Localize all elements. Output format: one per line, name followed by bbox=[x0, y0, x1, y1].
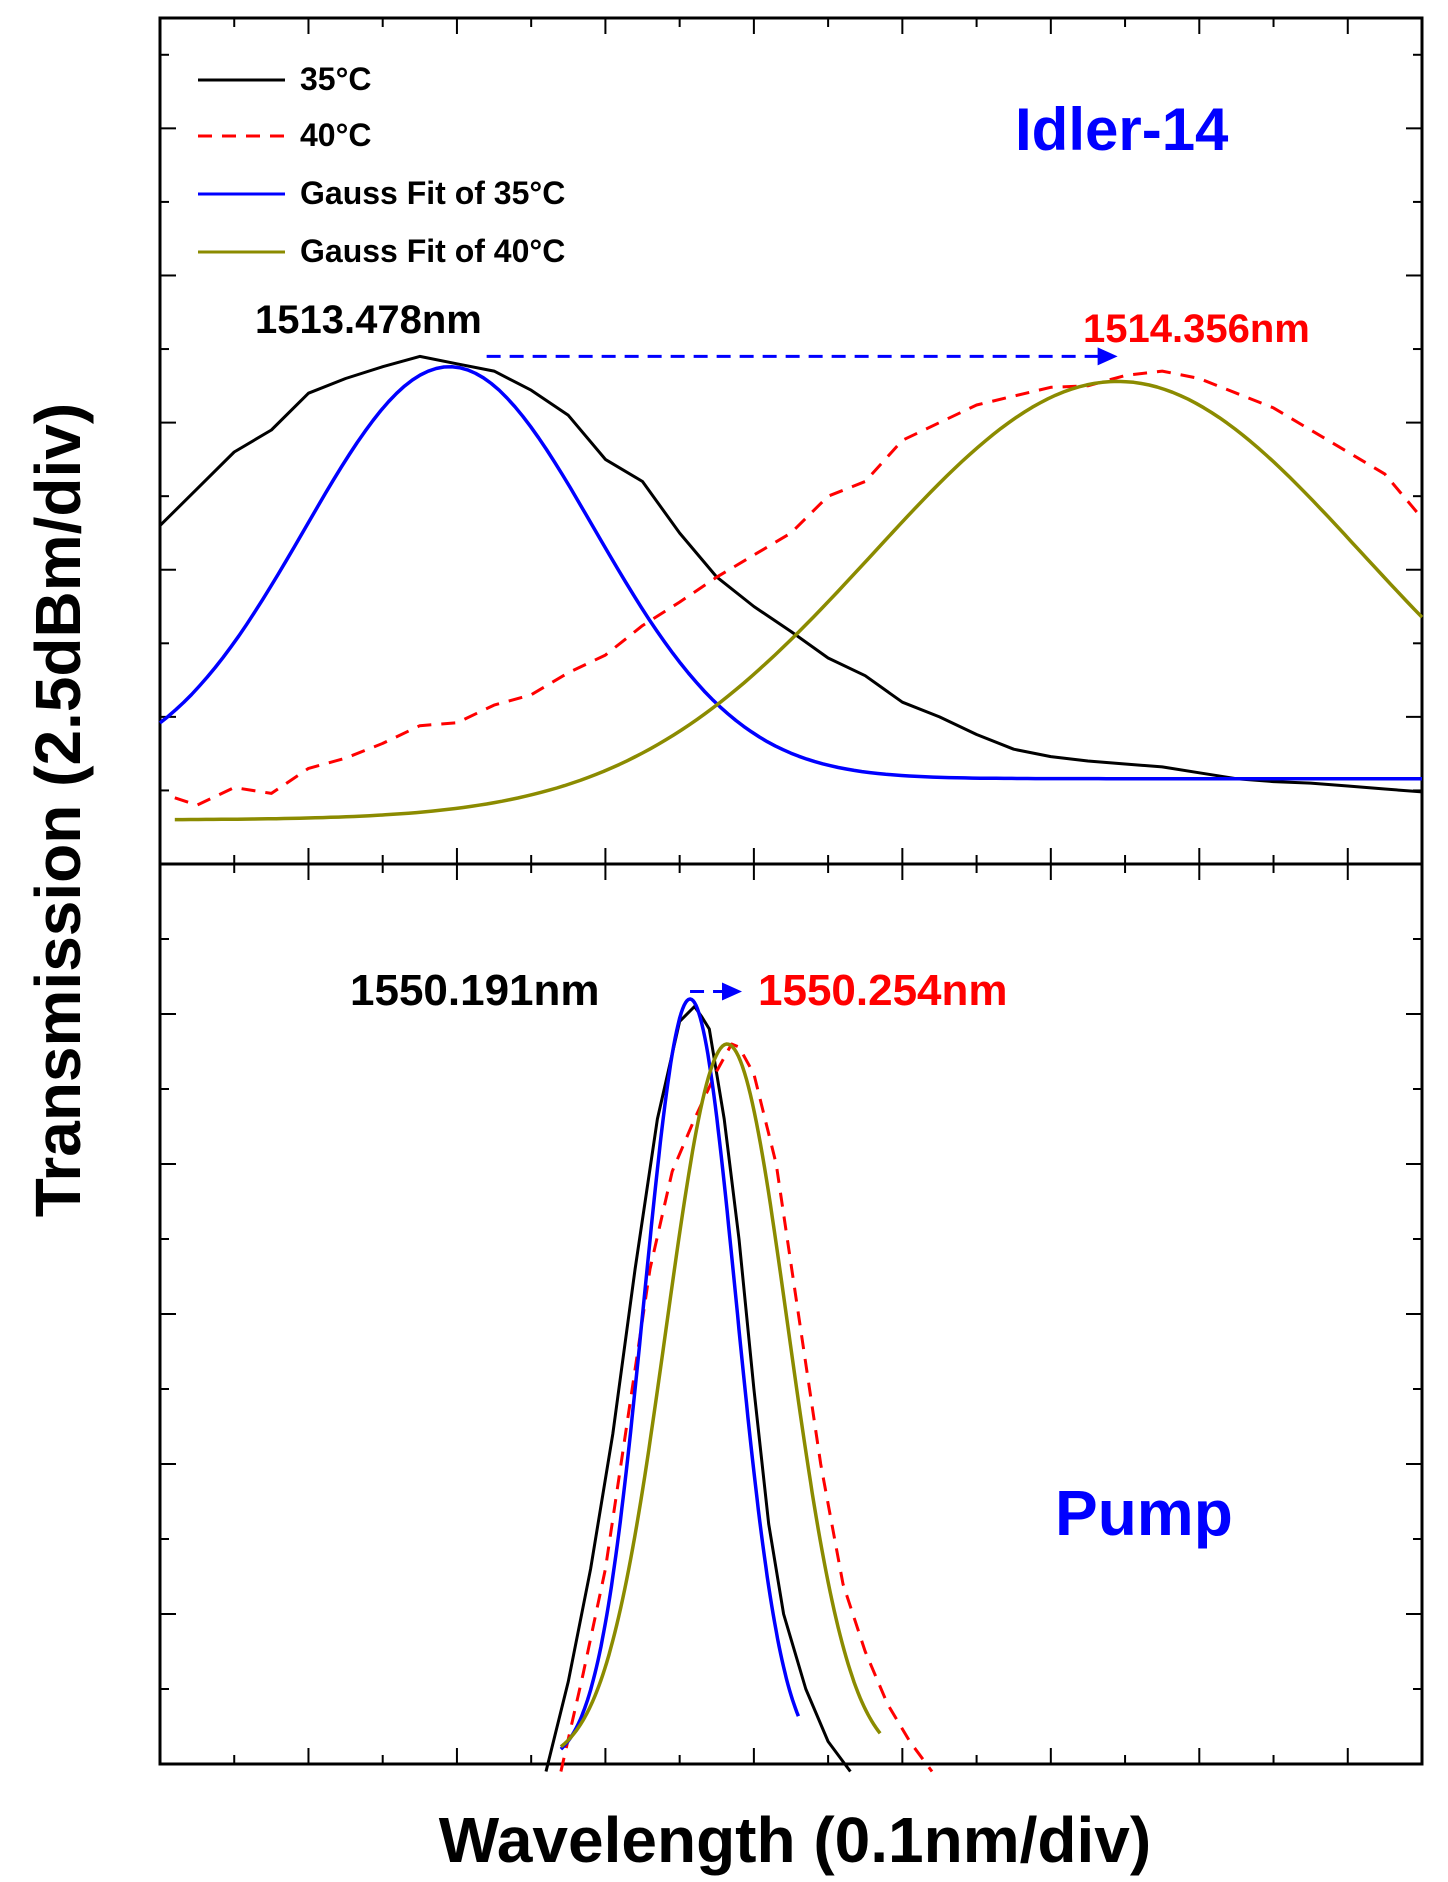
annotation-1513-478nm: 1513.478nm bbox=[255, 298, 482, 342]
annotation-1514-356nm: 1514.356nm bbox=[1083, 307, 1310, 351]
pump-series-fit40 bbox=[559, 1042, 882, 1749]
legend: 35°C 40°C Gauss Fit of 35°C Gauss Fit of… bbox=[198, 61, 565, 269]
idler-series-40c bbox=[174, 369, 1424, 807]
legend-label-35c: 35°C bbox=[300, 61, 372, 97]
annotation-1550-191nm: 1550.191nm bbox=[350, 966, 600, 1015]
pump-series-35c bbox=[544, 1005, 852, 1773]
title-idler: Idler-14 bbox=[1015, 96, 1229, 163]
bottom-ticks bbox=[159, 863, 1423, 1765]
idler-series-fit40 bbox=[174, 379, 1424, 822]
y-axis-label: Transmission (2.5dBm/div) bbox=[22, 403, 94, 1217]
pump-series-fit35 bbox=[559, 997, 801, 1751]
title-pump: Pump bbox=[1055, 1477, 1233, 1549]
x-axis-label: Wavelength (0.1nm/div) bbox=[439, 1804, 1151, 1876]
pump-series-40c bbox=[559, 1042, 934, 1773]
idler-series-35c bbox=[158, 354, 1423, 794]
annotation-1550-254nm: 1550.254nm bbox=[758, 966, 1008, 1015]
panel-idler: 35°C 40°C Gauss Fit of 35°C Gauss Fit of… bbox=[158, 16, 1424, 866]
legend-label-fit40: Gauss Fit of 40°C bbox=[300, 233, 565, 269]
top-series bbox=[158, 347, 1424, 822]
pump-shift-arrowhead bbox=[722, 982, 743, 1001]
legend-label-40c: 40°C bbox=[300, 117, 372, 153]
idler-shift-arrowhead bbox=[1097, 347, 1118, 366]
idler-series-fit35 bbox=[158, 365, 1422, 781]
panel-pump: 1550.191nm 1550.254nm Pump bbox=[158, 862, 1424, 1773]
legend-label-fit35: Gauss Fit of 35°C bbox=[300, 175, 565, 211]
bottom-series bbox=[544, 982, 934, 1773]
